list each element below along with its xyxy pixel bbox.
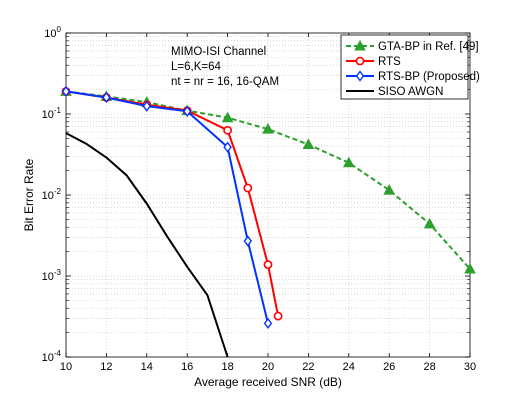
legend: GTA-BP in Ref. [49] RTS RTS-BP (Proposed) S… bbox=[340, 34, 480, 100]
data-point bbox=[263, 260, 273, 270]
antenna-annotation: nt = nr = 16, 16-QAM bbox=[171, 76, 279, 88]
data-point bbox=[262, 123, 274, 134]
legend-swatch-marker bbox=[354, 39, 366, 51]
x-tick-label: 20 bbox=[262, 361, 274, 373]
y-axis-ticks: 10-4 10-3 10-2 10-1 100 bbox=[42, 25, 470, 364]
channel-annotation: MIMO-ISI Channel bbox=[171, 46, 266, 58]
series-3 bbox=[65, 132, 229, 358]
legend-label: RTS-BP (Proposed) bbox=[378, 71, 480, 83]
data-point bbox=[142, 100, 152, 112]
legend-item: GTA-BP in Ref. [49] bbox=[346, 39, 479, 53]
y-tick-label: 10-4 bbox=[42, 349, 62, 364]
params-annotation: L=6,K=64 bbox=[171, 61, 221, 73]
y-tick-label: 10-1 bbox=[42, 106, 62, 121]
y-tick-label: 100 bbox=[44, 25, 61, 40]
series-line bbox=[65, 132, 229, 358]
x-tick-label: 30 bbox=[464, 361, 476, 373]
data-point bbox=[221, 111, 234, 123]
x-tick-label: 22 bbox=[302, 361, 314, 373]
legend-item: RTS-BP (Proposed) bbox=[346, 70, 480, 83]
legend-item: SISO AWGN bbox=[346, 86, 443, 98]
data-point bbox=[263, 317, 273, 330]
x-tick-label: 14 bbox=[141, 361, 153, 373]
legend-swatch-marker bbox=[355, 70, 365, 82]
x-tick-label: 18 bbox=[221, 361, 233, 373]
x-axis-ticks: 10 12 14 16 18 20 22 24 26 28 30 bbox=[60, 33, 476, 373]
data-point bbox=[243, 235, 253, 247]
data-point bbox=[223, 141, 232, 153]
y-tick-label: 10-3 bbox=[42, 268, 62, 283]
data-point bbox=[243, 183, 253, 193]
data-point bbox=[423, 217, 436, 229]
data-point bbox=[464, 262, 476, 274]
data-point bbox=[383, 184, 396, 195]
x-axis-label: Average received SNR (dB) bbox=[194, 375, 342, 389]
series-line bbox=[65, 90, 471, 270]
y-axis-label: Bit Error Rate bbox=[22, 158, 36, 231]
legend-swatch-marker bbox=[355, 56, 365, 66]
data-point bbox=[342, 156, 355, 168]
data-point bbox=[182, 105, 192, 117]
data-point bbox=[61, 85, 71, 98]
y-tick-label: 10-2 bbox=[42, 187, 62, 202]
data-point bbox=[273, 311, 283, 321]
data-point bbox=[302, 138, 315, 150]
data-point bbox=[102, 91, 111, 104]
x-tick-label: 16 bbox=[181, 361, 193, 373]
legend-label: RTS bbox=[378, 56, 401, 68]
x-tick-label: 10 bbox=[60, 361, 72, 373]
legend-label: GTA-BP in Ref. [49] bbox=[378, 41, 479, 53]
data-point bbox=[223, 125, 232, 135]
legend-label: SISO AWGN bbox=[378, 86, 443, 98]
x-tick-label: 24 bbox=[343, 361, 355, 373]
x-tick-label: 28 bbox=[423, 361, 435, 373]
x-tick-label: 12 bbox=[100, 361, 112, 373]
series-layer bbox=[60, 85, 476, 358]
series-2 bbox=[61, 85, 273, 330]
legend-item: RTS bbox=[346, 56, 401, 68]
x-tick-label: 26 bbox=[383, 361, 395, 373]
